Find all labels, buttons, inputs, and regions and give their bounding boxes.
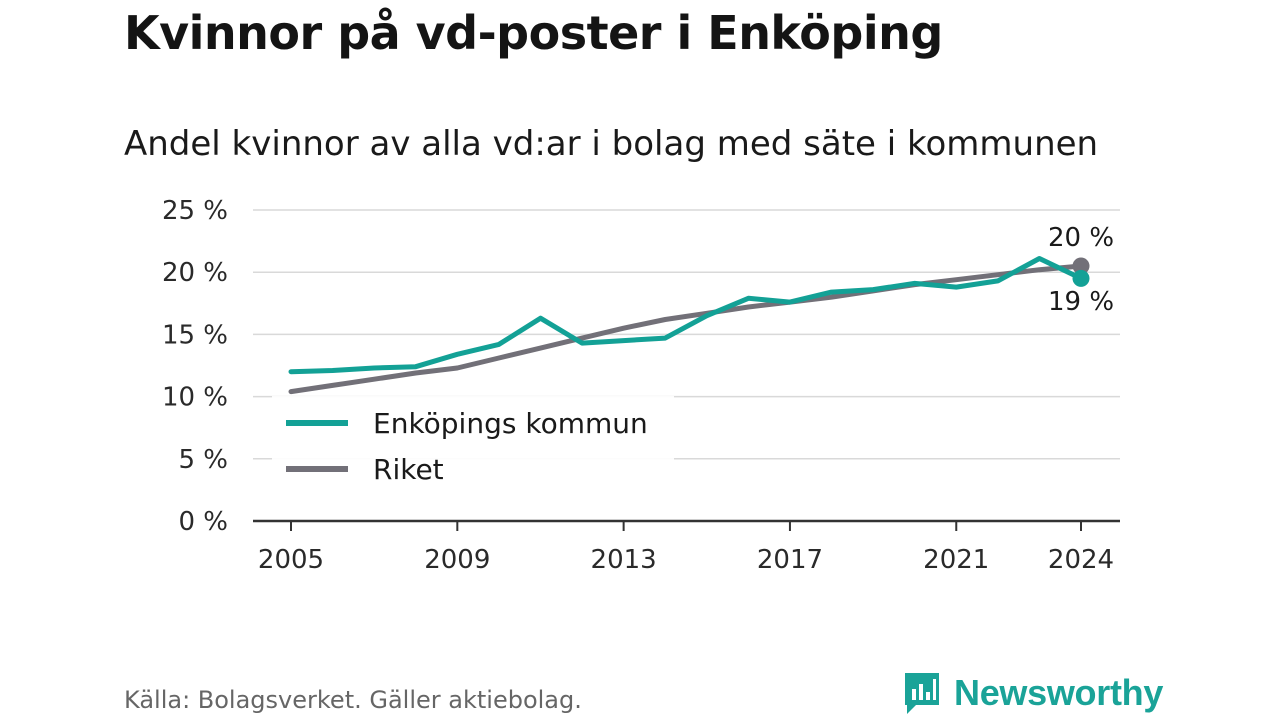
x-tick-label: 2024 [1048,545,1114,575]
y-tick-label: 10 % [162,383,228,413]
source-note: Källa: Bolagsverket. Gäller aktiebolag. [124,686,582,714]
end-point-enkoping [1072,269,1090,287]
end-label-enkoping: 19 % [1048,287,1114,317]
x-tick-label: 2005 [258,545,324,575]
series-line-enkoping [288,256,1084,375]
legend-label-enkoping: Enköpings kommun [373,407,648,440]
y-tick-label: 5 % [178,445,228,475]
x-tick-label: 2021 [923,545,989,575]
y-tick-label: 20 % [162,258,228,288]
brand-name: Newsworthy [954,672,1164,713]
chart-subtitle: Andel kvinnor av alla vd:ar i bolag med … [124,124,1099,164]
legend-box [272,396,674,492]
legend-label-riket: Riket [373,453,444,486]
newsworthy-chart-icon [905,673,939,714]
end-point-riket [1072,257,1090,275]
end-label-riket: 20 % [1048,223,1114,253]
chart-title: Kvinnor på vd-poster i Enköping [124,6,943,60]
y-tick-label: 0 % [178,507,228,537]
y-tick-label: 15 % [162,320,228,350]
x-tick-label: 2009 [424,545,490,575]
x-tick-label: 2017 [757,545,823,575]
x-tick-label: 2013 [591,545,657,575]
series-line-riket [288,263,1084,395]
brand-logo: Newsworthy [902,670,1163,716]
y-tick-label: 25 % [162,196,228,226]
